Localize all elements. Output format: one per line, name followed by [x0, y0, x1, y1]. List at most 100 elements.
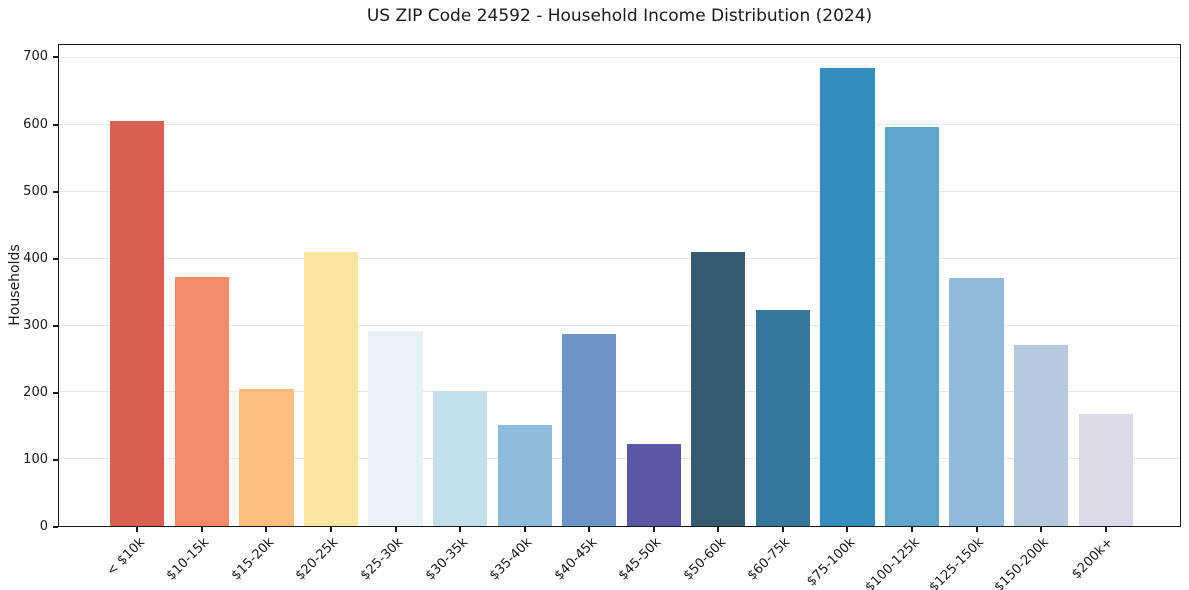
y-tick-label-300: 300: [23, 317, 48, 333]
x-axis-labels: < $10k $10-15k $15-20k $20-25k $25-30k $30-35…: [59, 533, 1180, 590]
x-tick-slot: [428, 527, 493, 532]
x-tick-label: $200k+: [1069, 535, 1117, 583]
x-tick: [523, 527, 526, 532]
bar-slot: [557, 45, 622, 526]
x-tick: [1040, 527, 1043, 532]
y-tick-label-500: 500: [23, 183, 48, 199]
x-tick-label: $30-35k: [422, 535, 471, 584]
x-tick-label: $20-25k: [293, 535, 342, 584]
x-tick-label: $40-45k: [551, 535, 600, 584]
x-tick-slot: [944, 527, 1009, 532]
x-tick-slot: [686, 527, 751, 532]
bar-45-50k: [626, 444, 681, 526]
gridline-500: [59, 190, 1180, 192]
x-label-slot: $150-200k: [992, 533, 1074, 590]
x-label-slot: $30-35k: [422, 533, 493, 588]
gridline-100: [59, 458, 1180, 460]
bar-slot: [1009, 45, 1074, 526]
x-tick-label: $25-30k: [357, 535, 407, 584]
gridline-300: [59, 324, 1180, 326]
bars-row: [59, 45, 1180, 526]
x-tick-label: $50-60k: [680, 535, 729, 584]
x-tick-slot: [170, 527, 235, 532]
bar-100-125k: [884, 126, 940, 526]
y-tick: [53, 190, 58, 193]
bar-slot: [492, 45, 557, 526]
x-tick: [652, 527, 655, 532]
x-label-slot: < $10k: [103, 533, 170, 588]
x-label-slot: $10-15k: [164, 533, 235, 588]
bar-slot: [105, 45, 170, 526]
x-tick: [394, 527, 397, 532]
bar-slot: [428, 45, 493, 526]
x-tick: [911, 527, 914, 532]
y-tick: [53, 56, 58, 59]
x-tick-label: $10-15k: [163, 535, 213, 584]
bar-150-200k: [1014, 344, 1069, 526]
x-tick-slot: [492, 527, 557, 532]
x-tick-slot: [1009, 527, 1074, 532]
x-tick-slot: [1073, 527, 1138, 532]
x-tick-label: $45-50k: [615, 535, 665, 584]
x-tick: [846, 527, 849, 532]
x-tick-slot: [815, 527, 880, 532]
x-tick-label: $15-20k: [228, 535, 278, 584]
x-tick: [975, 527, 978, 532]
x-label-slot: $15-20k: [229, 533, 299, 588]
x-label-slot: $20-25k: [293, 533, 364, 588]
bar-slot: [815, 45, 880, 526]
bar-10-15k: [174, 277, 229, 526]
x-tick-slot: [751, 527, 816, 532]
gridline-200: [59, 391, 1180, 393]
x-tick-slot: [557, 527, 622, 532]
x-tick-label: < $10k: [103, 535, 148, 580]
y-tick: [53, 458, 58, 461]
x-tick-slot: [234, 527, 299, 532]
x-label-slot: $25-30k: [358, 533, 428, 588]
bar-125-150k: [949, 277, 1004, 526]
bar-20-25k: [303, 252, 359, 526]
bar-slot: [944, 45, 1009, 526]
bar-40-45k: [562, 334, 617, 526]
bar-10k: [110, 120, 165, 526]
y-tick-label-200: 200: [23, 384, 48, 400]
x-label-slot: $45-50k: [616, 533, 687, 588]
x-label-slot: $40-45k: [551, 533, 622, 588]
y-tick-label-0: 0: [39, 519, 48, 534]
bar-30-35k: [432, 390, 488, 526]
gridline-700: [59, 57, 1180, 59]
x-tick: [1104, 527, 1107, 532]
bar-slot: [170, 45, 235, 526]
y-tick: [53, 526, 58, 528]
x-tick-label: $60-75k: [745, 535, 794, 584]
gridline-600: [59, 124, 1180, 126]
x-tick: [329, 527, 332, 532]
chart-title: US ZIP Code 24592 - Household Income Dis…: [366, 6, 873, 26]
bar-15-20k: [239, 389, 294, 526]
bar-75-100k: [820, 67, 875, 526]
x-tick: [717, 527, 720, 532]
x-tick-slot: [880, 527, 945, 532]
bar-slot: [363, 45, 428, 526]
bar-25-30k: [368, 330, 423, 526]
bar-35-40k: [497, 425, 552, 526]
x-tick-slot: [105, 527, 170, 532]
bar-slot: [751, 45, 816, 526]
x-tick-slot: [622, 527, 687, 532]
x-label-slot: $200k+: [1069, 533, 1138, 588]
x-tick: [781, 527, 784, 532]
x-label-slot: $35-40k: [487, 533, 557, 588]
x-tick: [200, 527, 203, 532]
bar-50-60k: [691, 252, 746, 526]
bar-slot: [622, 45, 687, 526]
bar-slot: [299, 45, 364, 526]
bar-200k: [1078, 414, 1133, 526]
x-tick: [588, 527, 591, 532]
bar-slot: [1073, 45, 1138, 526]
y-tick: [53, 123, 58, 126]
x-tick: [136, 527, 139, 532]
x-tick-slot: [299, 527, 364, 532]
bar-slot: [686, 45, 751, 526]
y-tick: [53, 257, 58, 260]
